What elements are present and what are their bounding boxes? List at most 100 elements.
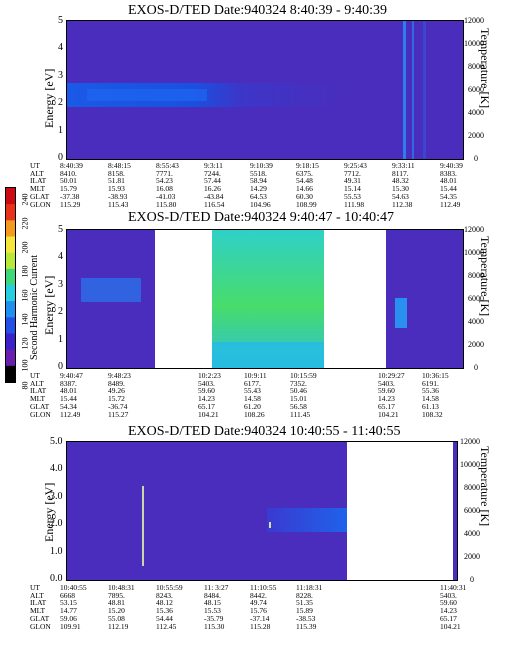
table-cell: 51.35 (296, 598, 313, 608)
panel-3-spike-2 (269, 522, 271, 528)
table-cell: 112.49 (440, 199, 461, 209)
table-cell: 10:2:23 (198, 371, 221, 380)
table-cell: 7244. (204, 168, 221, 178)
table-cell: 50.46 (290, 386, 307, 396)
p3-y2tick: 12000 (460, 437, 480, 446)
row-label: GLON (30, 199, 51, 209)
table-cell: 8:48:15 (108, 161, 131, 170)
table-cell: 8117. (392, 168, 409, 178)
table-cell: 10:15:59 (290, 371, 317, 380)
table-cell: 112.19 (108, 621, 129, 631)
table-cell: 59.06 (60, 613, 77, 623)
panel-1-title: EXOS-D/TED Date:940324 8:40:39 - 9:40:39 (128, 3, 387, 18)
table-cell: 8158. (108, 168, 125, 178)
cbar-tick: 240 (20, 193, 30, 206)
table-cell: 104.21 (198, 409, 219, 419)
table-cell: 54.44 (156, 613, 173, 623)
table-cell: 8489. (108, 378, 125, 388)
colorbar (5, 187, 16, 383)
panel-2-title: EXOS-D/TED Date:940324 9:40:47 - 10:40:4… (128, 210, 394, 225)
colorbar-swatch (6, 285, 15, 302)
table-cell: 65.17 (440, 613, 457, 623)
p2-y2tick: 12000 (464, 225, 484, 234)
table-cell: 11:40:31 (440, 583, 467, 592)
table-cell: 115.39 (296, 621, 317, 631)
table-cell: 115.43 (108, 199, 129, 209)
panel-2-ylabel: Energy [eV] (42, 275, 56, 335)
panel-1-plot (66, 20, 464, 160)
panel-3-spike-1 (142, 486, 144, 566)
table-cell: -37.38 (60, 191, 80, 201)
table-cell: 112.45 (156, 621, 177, 631)
table-cell: 14.58 (422, 394, 439, 404)
table-cell: 57.44 (204, 176, 221, 186)
p3-ytick: 2.0 (50, 518, 63, 529)
table-cell: 15.14 (344, 184, 361, 194)
table-cell: 8442. (250, 590, 267, 600)
table-cell: 108.32 (422, 409, 443, 419)
table-cell: 8484. (204, 590, 221, 600)
table-cell: 48.15 (204, 598, 221, 608)
table-cell: 7771. (156, 168, 173, 178)
p3-y2tick: 10000 (460, 460, 480, 469)
table-cell: 111.45 (290, 409, 311, 419)
p3-ytick: 4.0 (50, 463, 63, 474)
panel-3-heatmap (67, 442, 457, 580)
table-cell: 9:48:23 (108, 371, 131, 380)
table-cell: 11:18:31 (296, 583, 323, 592)
table-cell: -36.74 (108, 401, 128, 411)
table-cell: 65.17 (378, 401, 395, 411)
table-cell: 61.20 (244, 401, 261, 411)
p2-y2tick: 6000 (468, 294, 484, 303)
p2-ytick: 1 (58, 334, 63, 345)
p2-y2tick: 10000 (464, 248, 484, 257)
table-cell: 55.08 (108, 613, 125, 623)
table-cell: 14.77 (60, 606, 77, 616)
table-cell: 54.63 (392, 191, 409, 201)
colorbar-label: Second Harmonic Current (29, 255, 40, 360)
table-cell: 115.28 (250, 621, 271, 631)
cbar-tick: 200 (20, 241, 30, 254)
p1-ytick: 0 (58, 152, 63, 163)
table-cell: 11:10:55 (250, 583, 277, 592)
table-cell: 10:36:15 (422, 371, 449, 380)
table-cell: 60.30 (296, 191, 313, 201)
panel-2-segment-2-lower (212, 342, 324, 368)
panel-2-segment-1-band (81, 278, 141, 302)
table-cell: 8410. (60, 168, 77, 178)
colorbar-swatch (6, 317, 15, 334)
table-cell: 9:3:11 (204, 161, 223, 170)
table-cell: 9:40:47 (60, 371, 83, 380)
table-cell: 14.29 (250, 184, 267, 194)
table-cell: 9:40:39 (440, 161, 463, 170)
colorbar-swatch (6, 252, 15, 270)
table-cell: 49.74 (250, 598, 267, 608)
table-cell: 10:40:55 (60, 583, 87, 592)
table-cell: -41.03 (156, 191, 176, 201)
p1-ytick: 3 (58, 70, 63, 81)
table-cell: 15.44 (60, 394, 77, 404)
panel-1-band-core (87, 89, 207, 101)
table-cell: 104.96 (250, 199, 271, 209)
p3-ytick: 3.0 (50, 491, 63, 502)
table-cell: 111.98 (344, 199, 365, 209)
panel-1-spike-2 (412, 21, 414, 159)
row-label: ILAT (30, 598, 47, 608)
table-cell: 9:18:15 (296, 161, 319, 170)
colorbar-swatch (6, 333, 15, 351)
table-cell: 112.38 (392, 199, 413, 209)
p1-y2tick: 10000 (464, 39, 484, 48)
colorbar-swatch (6, 301, 15, 318)
table-cell: 15.89 (296, 606, 313, 616)
colorbar-swatch (6, 204, 15, 221)
table-cell: -43.84 (204, 191, 224, 201)
table-cell: 9:33:11 (392, 161, 415, 170)
table-cell: 108.26 (244, 409, 265, 419)
table-cell: 6177. (244, 378, 261, 388)
colorbar-swatch (6, 268, 15, 286)
table-cell: 14.23 (378, 394, 395, 404)
p1-y2tick: 6000 (468, 85, 484, 94)
table-cell: 7895. (108, 590, 125, 600)
panel-1-ylabel: Energy [eV] (42, 68, 56, 128)
table-cell: 112.49 (60, 409, 81, 419)
